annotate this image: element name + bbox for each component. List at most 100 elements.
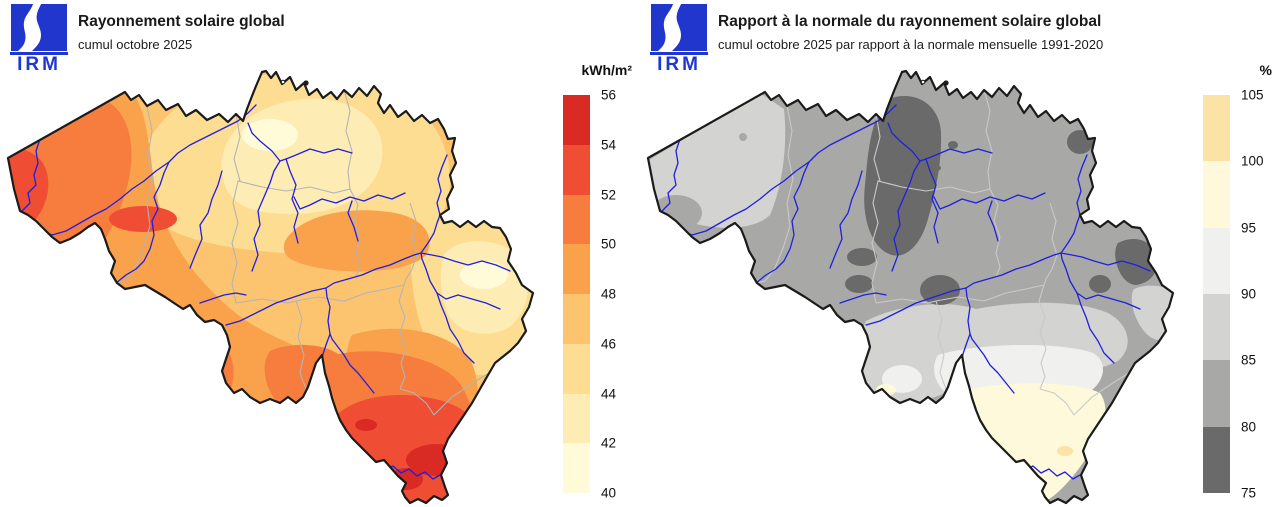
contour-region — [1057, 446, 1073, 456]
river — [251, 160, 281, 272]
legend-tick: 40 — [601, 485, 617, 501]
river — [347, 200, 359, 242]
province-border — [403, 202, 418, 286]
legend-swatch-90-95 — [1203, 227, 1230, 294]
country-border — [6, 69, 535, 505]
river — [987, 200, 999, 242]
contour-region — [933, 165, 941, 171]
river — [329, 333, 375, 394]
legend-tick: 105 — [1241, 87, 1264, 103]
legend-swatch-100-105 — [1203, 95, 1230, 162]
enclave-dot — [303, 80, 309, 86]
country-border — [646, 69, 1175, 505]
river — [436, 292, 501, 310]
river — [969, 333, 1015, 394]
province-border — [116, 105, 154, 284]
contour-region — [739, 133, 747, 141]
right-legend-unit: % — [1259, 62, 1272, 78]
legend-tick: 90 — [1241, 286, 1257, 302]
contour-region — [648, 93, 786, 228]
river — [661, 138, 681, 212]
province-border — [989, 188, 1001, 278]
irm-logo-text: IRM — [10, 52, 68, 74]
river — [839, 292, 887, 304]
river — [35, 161, 170, 236]
enclave-dot — [280, 79, 286, 85]
contour-region — [845, 275, 873, 293]
province-border — [877, 180, 991, 194]
legend-tick: 85 — [1241, 352, 1257, 368]
legend-tick: 50 — [601, 236, 617, 252]
river — [199, 292, 247, 304]
map-fill-regions — [8, 71, 533, 503]
river — [1060, 252, 1151, 272]
province-border — [398, 284, 407, 390]
contour-region — [460, 261, 508, 289]
irm-logo-text: IRM — [650, 52, 708, 74]
legend-tick: 52 — [601, 186, 617, 202]
legend-swatch-40-42 — [563, 443, 590, 493]
enclave-dot — [943, 80, 949, 86]
province-border — [1073, 372, 1130, 416]
contour-region — [8, 148, 49, 235]
legend-tick: 42 — [601, 435, 617, 451]
province-border — [983, 89, 993, 190]
left-map-subtitle: cumul octobre 2025 — [78, 37, 193, 52]
legend-swatch-48-50 — [563, 244, 590, 294]
province-border — [231, 113, 241, 304]
river — [247, 122, 299, 244]
province-border — [875, 284, 1045, 304]
legend-swatch-52-54 — [563, 144, 590, 195]
legend-swatch-50-52 — [563, 194, 590, 245]
river — [933, 192, 1046, 210]
province-border — [235, 284, 405, 304]
river — [189, 170, 223, 269]
contour-region — [1089, 275, 1111, 293]
river — [675, 161, 810, 236]
river — [887, 122, 939, 244]
contour-region — [1115, 238, 1158, 285]
river — [891, 160, 921, 272]
left-legend-ticks: 56 54 52 50 48 46 44 42 40 — [601, 88, 641, 499]
river — [961, 154, 1088, 358]
legend-tick: 44 — [601, 385, 617, 401]
river — [285, 148, 353, 160]
right-legend-ticks: 105 100 95 90 85 80 75 — [1241, 88, 1280, 499]
river — [293, 192, 406, 210]
river — [420, 252, 475, 364]
river — [420, 252, 511, 272]
irm-logo-mark — [11, 4, 67, 51]
radiation-map — [6, 69, 535, 505]
river — [1060, 252, 1115, 364]
province-border — [237, 180, 351, 194]
river — [321, 154, 448, 358]
legend-swatch-46-48 — [563, 294, 590, 344]
river — [21, 138, 41, 212]
province-border — [399, 388, 435, 416]
anomaly-map — [646, 69, 1175, 505]
legend-tick: 48 — [601, 286, 617, 302]
river — [865, 287, 967, 326]
contour-region — [920, 275, 960, 305]
province-border — [756, 105, 794, 284]
river — [755, 104, 897, 284]
irm-logo-mark — [651, 4, 707, 51]
contour-region — [242, 119, 298, 151]
contour-region — [109, 206, 177, 232]
contour-region — [955, 383, 1106, 501]
left-legend-colorbar — [563, 95, 590, 493]
legend-tick: 56 — [601, 87, 617, 103]
contour-region — [129, 329, 234, 423]
contour-region — [1067, 130, 1093, 154]
legend-tick: 46 — [601, 336, 617, 351]
contour-region — [283, 210, 430, 272]
legend-swatch-54-56 — [563, 95, 590, 145]
river — [225, 287, 327, 326]
river — [925, 148, 993, 160]
province-border — [433, 372, 490, 416]
river — [115, 104, 257, 284]
left-legend-unit: kWh/m² — [581, 62, 632, 78]
right-map-subtitle: cumul octobre 2025 par rapport à la norm… — [718, 37, 1104, 52]
irm-logo: IRM — [650, 4, 708, 74]
